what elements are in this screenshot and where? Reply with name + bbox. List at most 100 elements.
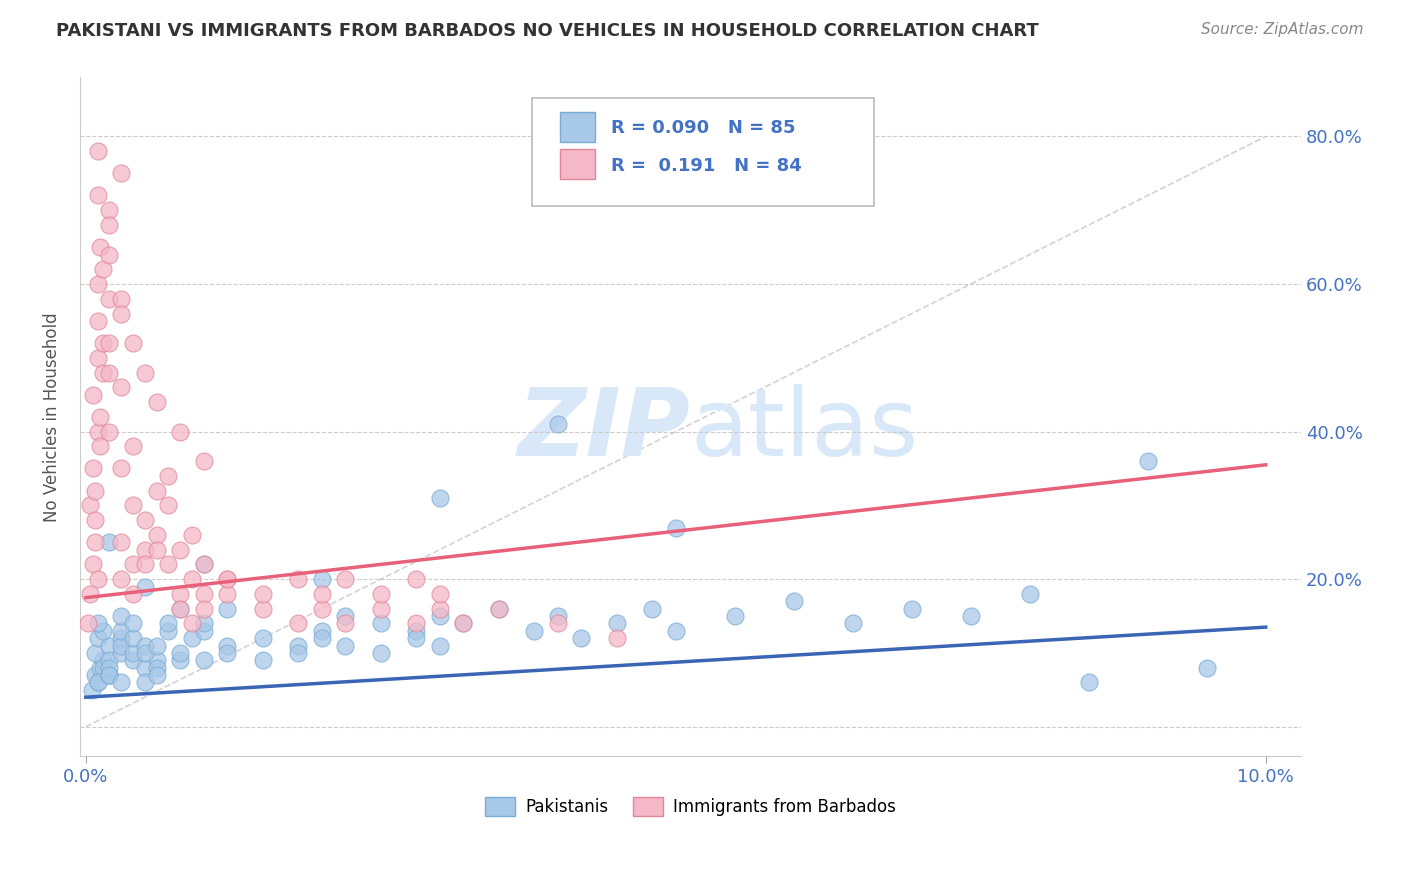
Point: [193, 601, 215, 615]
Point: [86, 572, 108, 586]
Point: [145, 639, 167, 653]
Point: [181, 572, 204, 586]
Point: [89, 661, 111, 675]
Point: [86, 425, 108, 439]
Point: [1195, 661, 1218, 675]
Point: [1018, 587, 1040, 601]
Point: [110, 166, 132, 180]
Point: [370, 616, 392, 631]
Point: [84, 513, 107, 527]
Point: [335, 572, 357, 586]
Point: [145, 542, 167, 557]
Point: [98, 247, 121, 261]
Y-axis label: No Vehicles in Household: No Vehicles in Household: [44, 312, 60, 522]
Point: [193, 558, 215, 572]
Legend: Pakistanis, Immigrants from Barbados: Pakistanis, Immigrants from Barbados: [478, 790, 903, 822]
Point: [89, 240, 111, 254]
Point: [606, 631, 628, 645]
Point: [547, 417, 569, 432]
Point: [134, 513, 156, 527]
Point: [641, 601, 664, 615]
Point: [122, 558, 145, 572]
Point: [93, 661, 115, 675]
Point: [169, 587, 191, 601]
Point: [98, 366, 121, 380]
Point: [145, 528, 167, 542]
Point: [311, 624, 333, 638]
Point: [370, 601, 392, 615]
Text: atlas: atlas: [690, 384, 918, 476]
Point: [122, 587, 145, 601]
Point: [86, 314, 108, 328]
Point: [89, 409, 111, 424]
Point: [665, 624, 688, 638]
FancyBboxPatch shape: [560, 149, 595, 179]
Point: [335, 639, 357, 653]
Point: [217, 572, 239, 586]
Point: [193, 616, 215, 631]
Point: [122, 646, 145, 660]
Point: [145, 483, 167, 498]
Point: [523, 624, 546, 638]
Point: [134, 661, 156, 675]
Point: [169, 425, 191, 439]
Point: [252, 587, 274, 601]
Point: [145, 661, 167, 675]
Text: R =  0.191   N = 84: R = 0.191 N = 84: [612, 157, 801, 175]
Point: [110, 461, 132, 475]
Point: [84, 646, 107, 660]
Point: [193, 454, 215, 468]
Point: [82, 388, 104, 402]
Point: [79, 587, 101, 601]
Point: [93, 336, 115, 351]
Point: [77, 616, 100, 631]
Point: [93, 653, 115, 667]
Point: [134, 366, 156, 380]
Point: [287, 616, 309, 631]
Point: [110, 292, 132, 306]
Point: [110, 307, 132, 321]
Point: [122, 631, 145, 645]
Point: [82, 558, 104, 572]
Point: [98, 203, 121, 218]
Point: [335, 609, 357, 624]
Point: [311, 587, 333, 601]
Point: [405, 624, 427, 638]
Point: [110, 631, 132, 645]
Point: [110, 646, 132, 660]
Point: [547, 609, 569, 624]
Point: [134, 675, 156, 690]
Point: [252, 601, 274, 615]
Point: [193, 558, 215, 572]
Text: Source: ZipAtlas.com: Source: ZipAtlas.com: [1201, 22, 1364, 37]
Point: [287, 572, 309, 586]
Point: [370, 646, 392, 660]
Point: [89, 439, 111, 453]
Point: [287, 639, 309, 653]
Point: [157, 558, 180, 572]
Point: [169, 653, 191, 667]
Point: [157, 499, 180, 513]
Point: [311, 601, 333, 615]
Point: [98, 336, 121, 351]
Point: [86, 188, 108, 202]
Point: [86, 277, 108, 291]
Point: [98, 668, 121, 682]
Point: [110, 624, 132, 638]
Point: [169, 601, 191, 615]
Point: [122, 499, 145, 513]
Point: [181, 616, 204, 631]
FancyBboxPatch shape: [560, 112, 595, 142]
Point: [110, 609, 132, 624]
Text: PAKISTANI VS IMMIGRANTS FROM BARBADOS NO VEHICLES IN HOUSEHOLD CORRELATION CHART: PAKISTANI VS IMMIGRANTS FROM BARBADOS NO…: [56, 22, 1039, 40]
Point: [86, 145, 108, 159]
Point: [1136, 454, 1159, 468]
Point: [193, 587, 215, 601]
Point: [86, 616, 108, 631]
Point: [252, 631, 274, 645]
Point: [429, 601, 451, 615]
Point: [93, 366, 115, 380]
Point: [665, 520, 688, 534]
Point: [98, 639, 121, 653]
Point: [488, 601, 510, 615]
